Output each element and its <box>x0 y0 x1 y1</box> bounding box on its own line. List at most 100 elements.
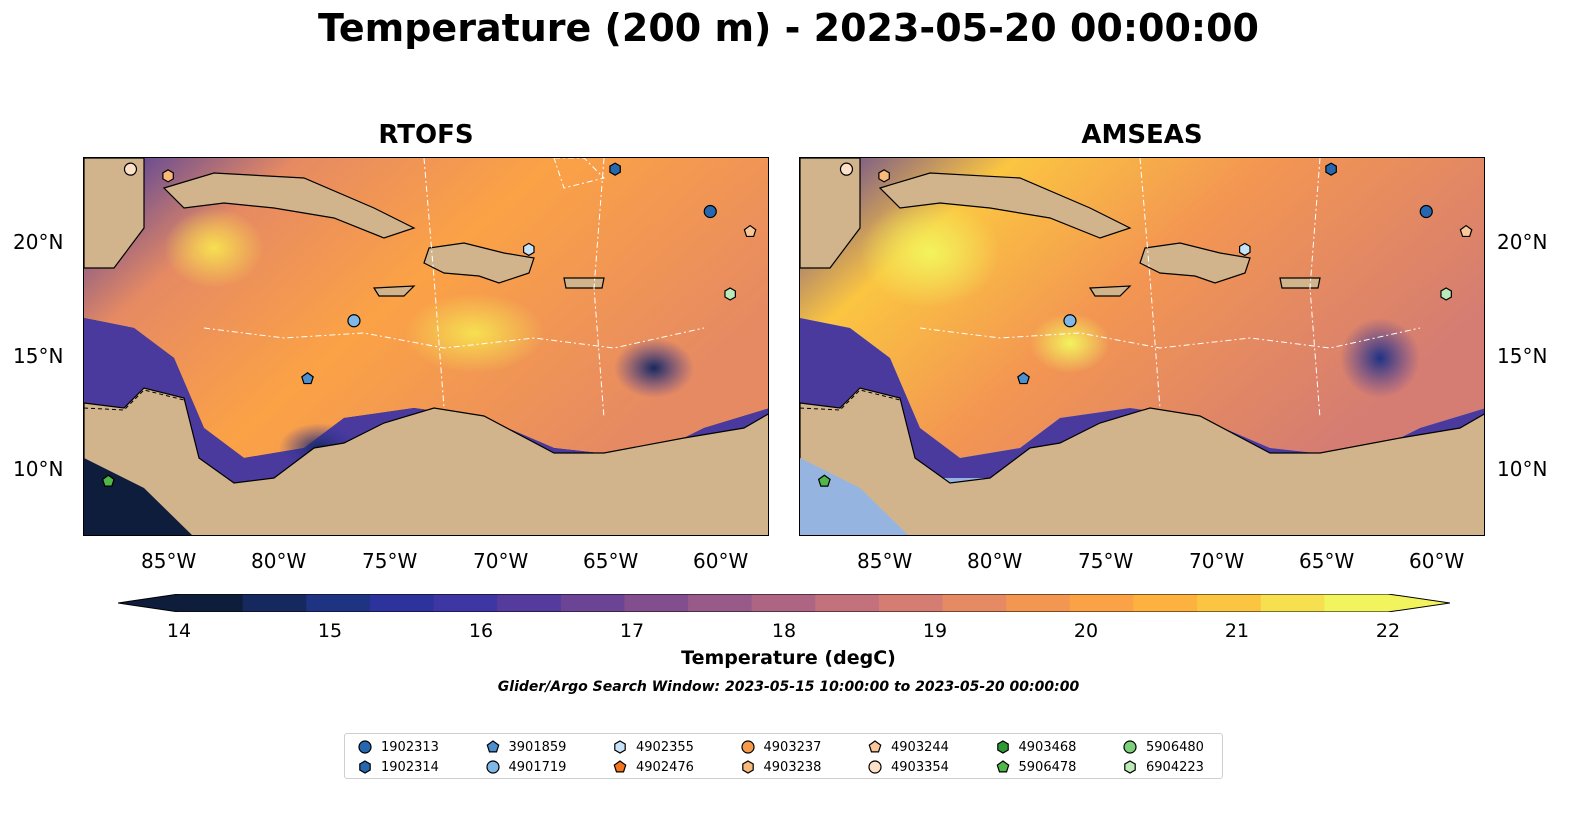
legend-marker-circle-icon <box>868 760 882 774</box>
lon-tick-label: 85°W <box>857 549 913 573</box>
colorbar-segment <box>1006 594 1071 612</box>
legend-marker-pentagon-icon <box>486 740 499 753</box>
rtofs-map <box>83 157 769 536</box>
panel-title-rtofs: RTOFS <box>378 120 474 150</box>
legend-item-4902355: 4902355 <box>612 738 694 756</box>
lat-tick-label: 10°N <box>13 457 64 481</box>
float-marker-4903238 <box>878 169 890 183</box>
float-markers <box>101 162 757 487</box>
legend-item-4903238: 4903238 <box>740 758 822 776</box>
eez-boundary <box>423 158 605 419</box>
colorbar-tick-label: 17 <box>619 620 645 642</box>
colorbar-segment <box>242 594 307 612</box>
lat-tick-label: 15°N <box>1497 344 1548 368</box>
legend-item-4903237: 4903237 <box>740 738 822 756</box>
float-legend: 1902313 1902314 3901859 4901719 4902355 49024… <box>344 733 1223 779</box>
float-marker-3901859 <box>1017 371 1030 385</box>
cold-eddy <box>614 338 694 398</box>
colorbar-tick-label: 18 <box>771 620 797 642</box>
lat-tick-label: 20°N <box>13 230 64 254</box>
yucatan-land <box>84 158 145 269</box>
legend-marker-hexagon-icon <box>996 740 1009 754</box>
eez-boundary <box>203 327 705 349</box>
cold-eddy <box>1340 318 1420 398</box>
colorbar-tick-label: 20 <box>1073 620 1099 642</box>
legend-item-4903354: 4903354 <box>867 758 949 776</box>
float-marker-4903244 <box>743 224 757 238</box>
float-marker-6904223 <box>1440 287 1452 301</box>
legend-label: 4903468 <box>1018 739 1077 755</box>
legend-item-5906480: 5906480 <box>1122 738 1204 756</box>
warm-anomaly <box>860 198 1000 308</box>
lon-tick-label: 65°W <box>583 549 639 573</box>
lat-tick-label: 10°N <box>1497 457 1548 481</box>
amseas-map <box>799 157 1485 536</box>
legend-marker-hexagon-icon <box>741 760 754 774</box>
lon-tick-label: 75°W <box>1078 549 1134 573</box>
legend-label: 1902313 <box>381 739 439 755</box>
colorbar-tick-label: 22 <box>1375 620 1401 642</box>
search-window-subtitle: Glider/Argo Search Window: 2023-05-15 10… <box>497 679 1080 695</box>
colorbar-segment <box>942 594 1007 612</box>
legend-item-3901859: 3901859 <box>485 738 566 756</box>
colorbar-segment <box>815 594 880 612</box>
colorbar-segment <box>497 594 562 612</box>
central-south-america-land <box>800 387 1484 535</box>
float-marker-1902314 <box>609 162 621 176</box>
lon-tick-label: 80°W <box>967 549 1023 573</box>
float-marker-3901859 <box>301 371 314 385</box>
legend-label: 1902314 <box>381 759 439 775</box>
colorbar-segment <box>433 594 498 612</box>
float-marker-6904223 <box>724 287 736 301</box>
float-marker-4902355 <box>1239 242 1251 257</box>
colorbar-tick-label: 14 <box>166 620 192 642</box>
colorbar-segment <box>688 594 753 612</box>
legend-item-1902313: 1902313 <box>357 738 439 756</box>
colorbar-tick-label: 19 <box>922 620 948 642</box>
lon-tick-label: 80°W <box>251 549 307 573</box>
legend-marker-circle-icon <box>740 740 755 754</box>
legend-item-4901719: 4901719 <box>485 758 567 776</box>
float-markers <box>817 162 1473 487</box>
float-marker-4901719 <box>347 314 361 328</box>
eez-boundary <box>553 158 605 189</box>
legend-marker-hexagon-icon <box>1124 760 1136 774</box>
jamaica-land <box>372 285 416 297</box>
colorbar-segment <box>306 594 371 612</box>
colorbar-extend-high <box>1388 594 1450 612</box>
legend-label: 4901719 <box>508 759 567 775</box>
float-marker-5906478 <box>101 474 115 487</box>
legend-marker-pentagon-icon <box>613 760 627 773</box>
float-marker-1902313 <box>703 204 717 219</box>
eez-boundary <box>1139 158 1321 419</box>
puerto-rico-land <box>563 277 605 289</box>
colorbar-segment <box>369 594 435 612</box>
legend-marker-hexagon-icon <box>614 740 626 754</box>
colorbar-tick-label: 16 <box>468 620 494 642</box>
float-marker-4903354 <box>839 162 854 176</box>
legend-label: 5906480 <box>1146 739 1204 755</box>
colorbar-segment <box>624 594 689 612</box>
lon-tick-label: 85°W <box>141 549 197 573</box>
warm-anomaly <box>404 293 544 373</box>
colorbar-segment <box>751 594 816 612</box>
hispaniola-land <box>1139 242 1251 284</box>
colorbar-segment <box>1133 594 1198 612</box>
panel-title-amseas: AMSEAS <box>1081 120 1203 150</box>
legend-item-4903244: 4903244 <box>867 738 949 756</box>
legend-item-4902476: 4902476 <box>612 758 694 776</box>
legend-item-1902314: 1902314 <box>357 758 439 776</box>
lon-tick-label: 60°W <box>693 549 749 573</box>
float-marker-4903354 <box>123 162 138 176</box>
legend-label: 4903238 <box>763 759 822 775</box>
amseas-map-canvas <box>800 158 1484 535</box>
legend-label: 4903237 <box>763 739 822 755</box>
lat-tick-label: 15°N <box>13 344 64 368</box>
float-marker-4902355 <box>523 242 535 257</box>
legend-marker-circle-icon <box>358 740 372 754</box>
legend-label: 4902355 <box>636 739 694 755</box>
legend-item-4903468: 4903468 <box>995 738 1077 756</box>
lat-tick-label: 20°N <box>1497 230 1548 254</box>
hispaniola-land <box>423 242 535 284</box>
colorbar-segment <box>560 594 625 612</box>
